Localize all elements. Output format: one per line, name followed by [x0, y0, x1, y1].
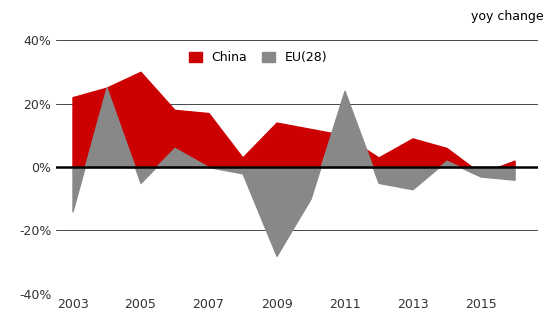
- Legend: China, EU(28): China, EU(28): [189, 51, 327, 64]
- Text: yoy change: yoy change: [471, 10, 544, 23]
